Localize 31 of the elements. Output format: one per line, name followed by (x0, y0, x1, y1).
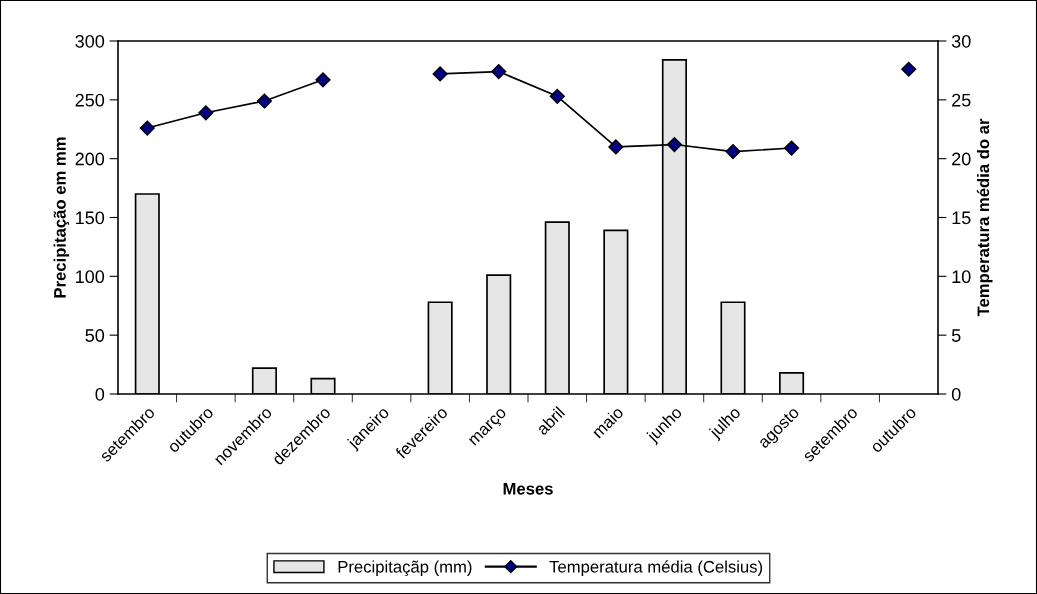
point (784, 140, 800, 156)
y-tick-label: 50 (85, 329, 105, 342)
x-axis-title: Meses (503, 483, 553, 495)
point (432, 66, 448, 82)
y2-axis-title: Temperatura média do ar (976, 118, 993, 317)
y-tick-label: 0 (95, 387, 105, 401)
y-tick-label: 100 (76, 270, 105, 284)
point (666, 136, 682, 153)
point (549, 88, 565, 104)
y2-tick-label: 10 (952, 270, 971, 284)
point (725, 144, 741, 160)
point (491, 64, 507, 80)
y2-tick-label: 25 (952, 93, 971, 107)
y2-tick-label: 20 (952, 152, 971, 166)
y-tick-label: 200 (75, 152, 105, 166)
y-tick-label: 150 (76, 211, 105, 225)
y2-tick-label: 0 (951, 387, 961, 401)
point (139, 120, 155, 136)
legend-label: Precipitaçãp (mm) (338, 560, 472, 577)
y2-tick-label: 30 (951, 34, 971, 48)
point (608, 139, 624, 155)
y2-tick-label: 15 (952, 211, 971, 225)
point (256, 93, 272, 109)
legend-label: Temperatura média (Celsius) (549, 560, 763, 576)
y-tick-label: 250 (75, 93, 105, 107)
point (901, 61, 917, 77)
y-axis-title: Precipitação em mm (53, 137, 70, 298)
y2-tick-label: 5 (951, 329, 961, 342)
point (315, 72, 331, 88)
point (198, 105, 214, 121)
y-tick-label: 300 (75, 34, 105, 48)
